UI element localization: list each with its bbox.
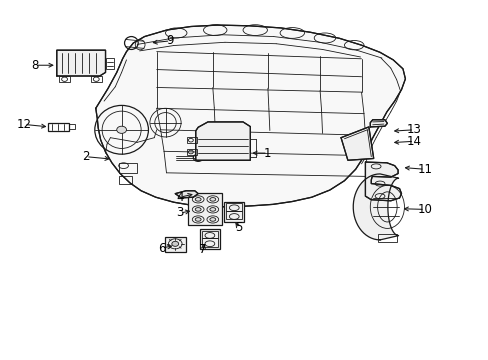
Ellipse shape	[171, 241, 178, 246]
Polygon shape	[365, 162, 401, 201]
Polygon shape	[57, 50, 105, 76]
Bar	[224, 202, 244, 222]
Bar	[186, 149, 196, 155]
Polygon shape	[96, 25, 405, 207]
Bar	[226, 211, 242, 220]
Bar	[119, 176, 132, 184]
Text: 14: 14	[406, 135, 421, 148]
Ellipse shape	[195, 208, 201, 211]
Bar	[119, 163, 137, 173]
Text: 9: 9	[166, 34, 174, 48]
Polygon shape	[352, 174, 398, 240]
Bar	[377, 234, 396, 242]
Text: 11: 11	[417, 163, 431, 176]
Ellipse shape	[195, 218, 201, 221]
Polygon shape	[340, 127, 373, 160]
Polygon shape	[195, 122, 250, 160]
Text: 10: 10	[417, 203, 431, 216]
Bar	[91, 76, 102, 82]
Bar	[202, 238, 217, 247]
Ellipse shape	[209, 218, 215, 221]
Bar	[69, 125, 75, 130]
Ellipse shape	[209, 208, 215, 211]
Text: 4: 4	[176, 191, 183, 204]
Bar	[164, 237, 185, 252]
Text: 5: 5	[234, 221, 242, 234]
Bar	[59, 76, 70, 82]
Bar	[226, 203, 242, 211]
Text: 3: 3	[176, 207, 183, 220]
Ellipse shape	[195, 198, 201, 201]
Bar	[199, 229, 220, 249]
Polygon shape	[175, 191, 198, 198]
Bar	[202, 230, 217, 238]
Text: 7: 7	[199, 243, 206, 256]
Bar	[186, 137, 196, 143]
Text: 1: 1	[264, 147, 271, 159]
Text: 6: 6	[158, 242, 165, 255]
Polygon shape	[369, 120, 386, 127]
Text: 13: 13	[406, 123, 421, 136]
Ellipse shape	[117, 126, 126, 134]
Text: 8: 8	[31, 59, 39, 72]
Text: 12: 12	[17, 118, 32, 131]
Bar	[105, 58, 114, 69]
Ellipse shape	[209, 198, 215, 201]
Bar	[188, 193, 221, 225]
Text: 2: 2	[82, 150, 90, 163]
Bar	[48, 123, 69, 131]
